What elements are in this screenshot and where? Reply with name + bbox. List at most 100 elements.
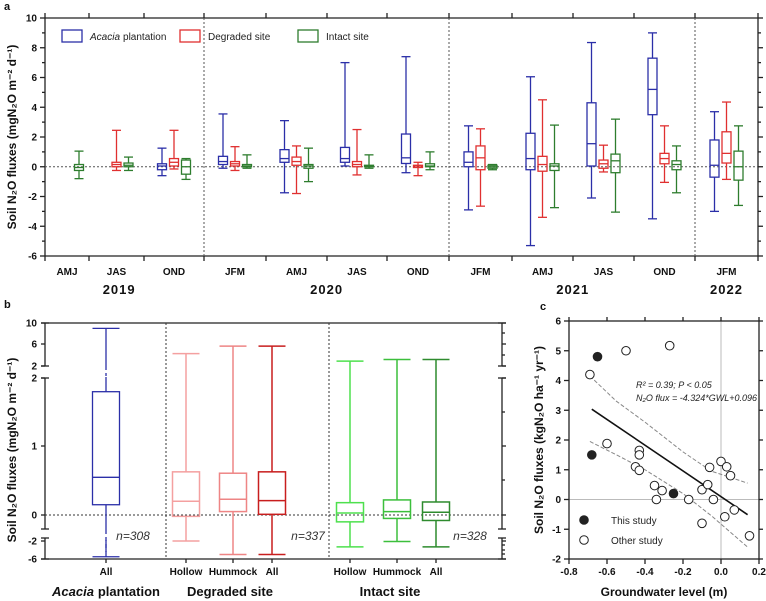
category-label: JFM (717, 267, 737, 278)
box-all (421, 358, 451, 548)
data-point-other-study (720, 511, 730, 522)
box-degraded (111, 129, 122, 172)
box-iqr (156, 163, 168, 171)
data-point-other-study (634, 450, 645, 460)
y-tick-label: 6 (31, 340, 37, 351)
group-label-italic: Acacia (51, 584, 94, 599)
box-degraded (721, 101, 732, 181)
box-degraded (598, 144, 609, 173)
legend-label-italic: Acacia (89, 32, 120, 43)
data-point-this-study (668, 488, 679, 499)
box-iqr (91, 391, 121, 506)
y-tick-label: -4 (28, 222, 37, 233)
break-mask (104, 530, 108, 540)
y-axis-label: Soil N₂O fluxes (kgN₂O ha⁻¹ yr⁻¹) (532, 346, 546, 534)
box-iqr (400, 133, 412, 165)
box-label: Hummock (209, 567, 258, 578)
data-point-other-study (697, 518, 707, 529)
y-tick-label: 3 (555, 406, 561, 417)
box-acacia (156, 147, 168, 177)
legend-marker (579, 535, 589, 545)
box-iqr (721, 131, 732, 164)
box-iqr (218, 472, 248, 513)
box-intact (241, 154, 253, 169)
y-tick-label: 6 (31, 73, 37, 84)
x-tick-label: -0.8 (560, 567, 578, 578)
category-label: JFM (225, 267, 245, 278)
panel-a-boxplot: -6 -4 -2 0 2 4 6 8 10 Soil N₂O fluxes (mgN₂O m⁻² … (5, 13, 763, 297)
confidence-band-upper (589, 375, 748, 484)
y-tick-label: 4 (555, 376, 561, 387)
y-tick-label: 2 (555, 436, 561, 447)
confidence-band-lower (589, 441, 748, 548)
category-label: AMJ (56, 267, 77, 278)
box-intact (73, 150, 85, 180)
y-tick-label: 1 (555, 465, 561, 476)
legend-swatch (297, 29, 319, 43)
data-point-other-study (664, 340, 675, 351)
box-iqr (647, 57, 658, 116)
box-label: All (430, 567, 443, 578)
box-intact (733, 125, 744, 207)
box-label: Hummock (373, 567, 422, 578)
box-degraded (537, 99, 548, 218)
box-intact (180, 157, 192, 181)
year-label: 2019 (103, 282, 136, 297)
box-intact (123, 156, 134, 172)
y-tick-label: 2 (31, 362, 37, 373)
data-point-other-study (744, 530, 755, 541)
box-degraded (291, 145, 302, 195)
legend-item-acacia: Acacia plantation (61, 29, 166, 43)
x-tick-label: -0.2 (674, 567, 692, 578)
data-point-other-study (651, 494, 662, 505)
panel-label-b: b (4, 299, 11, 311)
data-point-other-study (702, 479, 713, 490)
box-iqr (537, 155, 548, 172)
data-point-other-study (657, 485, 667, 496)
box-intact (363, 154, 375, 169)
box-hollow (335, 360, 365, 548)
sample-size-label: n=328 (453, 529, 487, 543)
box-degraded (168, 129, 180, 170)
box-intact (549, 124, 560, 209)
box-hummock (218, 345, 248, 556)
box-iqr (463, 151, 474, 168)
box-intact (424, 151, 436, 171)
x-axis-label: Groundwater level (m) (601, 585, 728, 599)
box-intact (610, 118, 621, 213)
box-iqr (217, 155, 229, 166)
break-mask (104, 367, 108, 377)
year-label: 2020 (310, 282, 343, 297)
y-tick-label: -1 (552, 525, 561, 536)
data-point-other-study (683, 494, 694, 505)
y-axis-label: Soil N₂O fluxes (mgN₂O m⁻² d⁻¹) (5, 45, 19, 230)
year-label: 2021 (556, 282, 589, 297)
box-iqr (709, 139, 720, 178)
box-intact (303, 147, 314, 183)
x-tick-label: -0.4 (636, 567, 654, 578)
data-point-other-study (729, 505, 740, 515)
box-degraded (412, 161, 424, 177)
category-label: OND (407, 267, 429, 278)
box-iqr (549, 163, 560, 172)
box-iqr (279, 148, 290, 163)
box-acacia (586, 41, 597, 199)
category-label: JAS (594, 267, 614, 278)
y-tick-label: 0 (31, 511, 37, 522)
box-iqr (382, 499, 412, 520)
box-iqr (733, 150, 744, 181)
y-tick-label: -6 (28, 252, 37, 263)
y-tick-label: 8 (31, 43, 37, 54)
x-tick-label: -0.6 (598, 567, 616, 578)
legend-item-degraded: Degraded site (179, 29, 271, 43)
box-iqr (671, 160, 682, 171)
annotation-r-squared: R² = 0.39; P < 0.05 (636, 380, 713, 390)
box-acacia (709, 111, 720, 213)
box-label: All (266, 567, 279, 578)
box-all (257, 345, 287, 556)
regression-line (591, 408, 749, 516)
panel-c-scatter: -0.8 -0.6 -0.4 -0.2 0.0 0.2 -2 -1 0 1 2 3 4 5 6 Groundw… (532, 317, 766, 600)
box-label: Hollow (170, 567, 203, 578)
